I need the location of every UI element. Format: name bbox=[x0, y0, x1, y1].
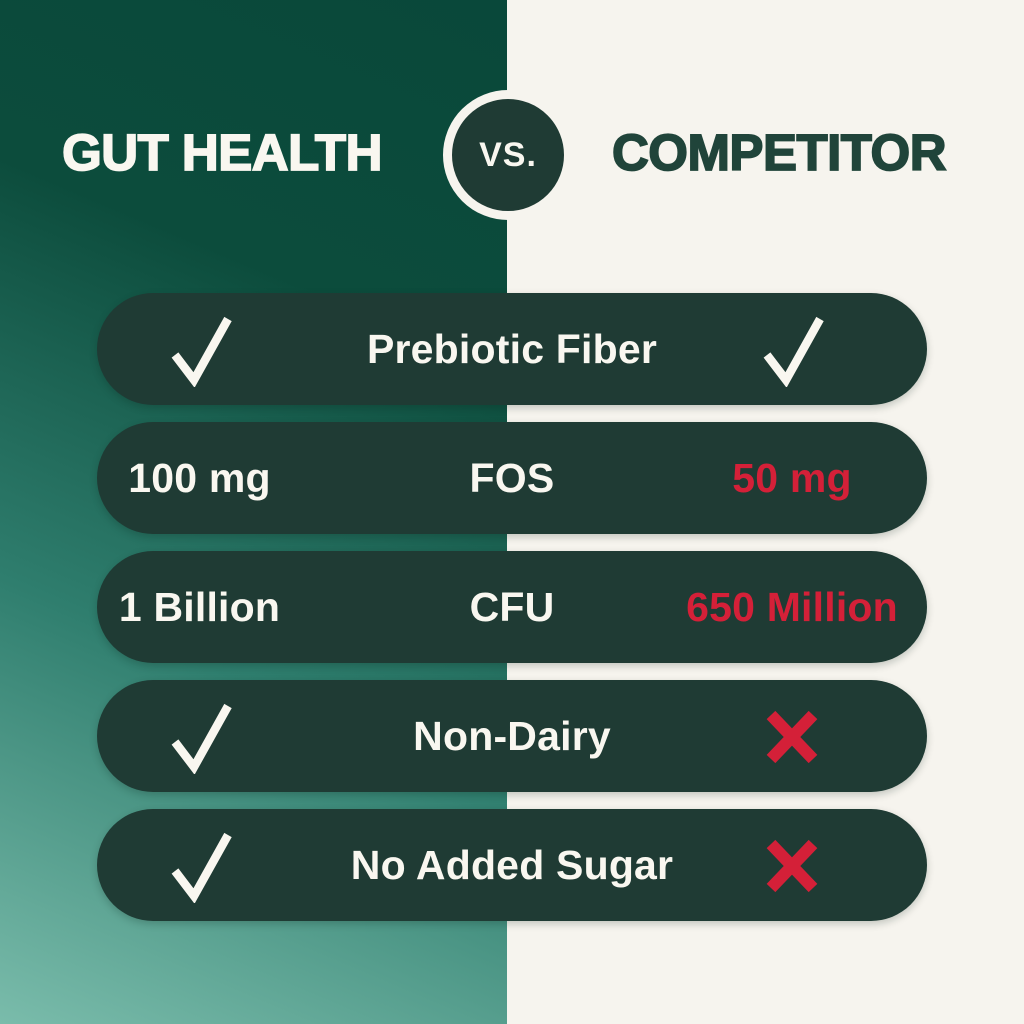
comparison-row: 100 mg FOS 50 mg bbox=[97, 422, 927, 534]
competitor-cell bbox=[657, 680, 927, 792]
check-icon bbox=[758, 311, 826, 387]
feature-label: Non-Dairy bbox=[413, 712, 611, 759]
gut-health-cell bbox=[97, 293, 302, 405]
feature-label: CFU bbox=[469, 583, 555, 630]
vs-badge: VS. bbox=[443, 90, 573, 220]
feature-cell: No Added Sugar bbox=[97, 809, 927, 921]
product-title: GUT HEALTH bbox=[61, 123, 383, 182]
gut-health-value: 1 Billion bbox=[118, 583, 281, 630]
check-icon bbox=[166, 827, 234, 903]
feature-label: FOS bbox=[469, 454, 555, 501]
comparison-row: No Added Sugar bbox=[97, 809, 927, 921]
cross-icon bbox=[764, 835, 820, 895]
comparison-rows: Prebiotic Fiber 100 mg FOS 50 mg 1 Billion CF… bbox=[97, 293, 927, 921]
feature-label: No Added Sugar bbox=[350, 841, 674, 888]
feature-cell: Prebiotic Fiber bbox=[97, 293, 927, 405]
comparison-row: Prebiotic Fiber bbox=[97, 293, 927, 405]
gut-health-value: 100 mg bbox=[128, 454, 271, 501]
comparison-row: Non-Dairy bbox=[97, 680, 927, 792]
feature-cell: CFU bbox=[97, 551, 927, 663]
check-icon bbox=[166, 311, 234, 387]
feature-label: Prebiotic Fiber bbox=[366, 325, 658, 372]
feature-cell: FOS bbox=[97, 422, 927, 534]
competitor-cell: 50 mg bbox=[657, 422, 927, 534]
header: GUT HEALTH VS. COMPETITOR bbox=[0, 90, 1024, 220]
competitor-cell bbox=[657, 293, 927, 405]
vs-badge-label: VS. bbox=[479, 135, 537, 174]
competitor-value: 50 mg bbox=[732, 454, 852, 501]
gut-health-cell: 100 mg bbox=[97, 422, 302, 534]
gut-health-cell bbox=[97, 680, 302, 792]
competitor-cell bbox=[657, 809, 927, 921]
cross-icon bbox=[764, 706, 820, 766]
competitor-cell: 650 Million bbox=[657, 551, 927, 663]
competitor-value: 650 Million bbox=[686, 583, 898, 630]
feature-cell: Non-Dairy bbox=[97, 680, 927, 792]
gut-health-cell bbox=[97, 809, 302, 921]
check-icon bbox=[166, 698, 234, 774]
gut-health-cell: 1 Billion bbox=[97, 551, 302, 663]
comparison-row: 1 Billion CFU 650 Million bbox=[97, 551, 927, 663]
competitor-title: COMPETITOR bbox=[611, 123, 947, 182]
